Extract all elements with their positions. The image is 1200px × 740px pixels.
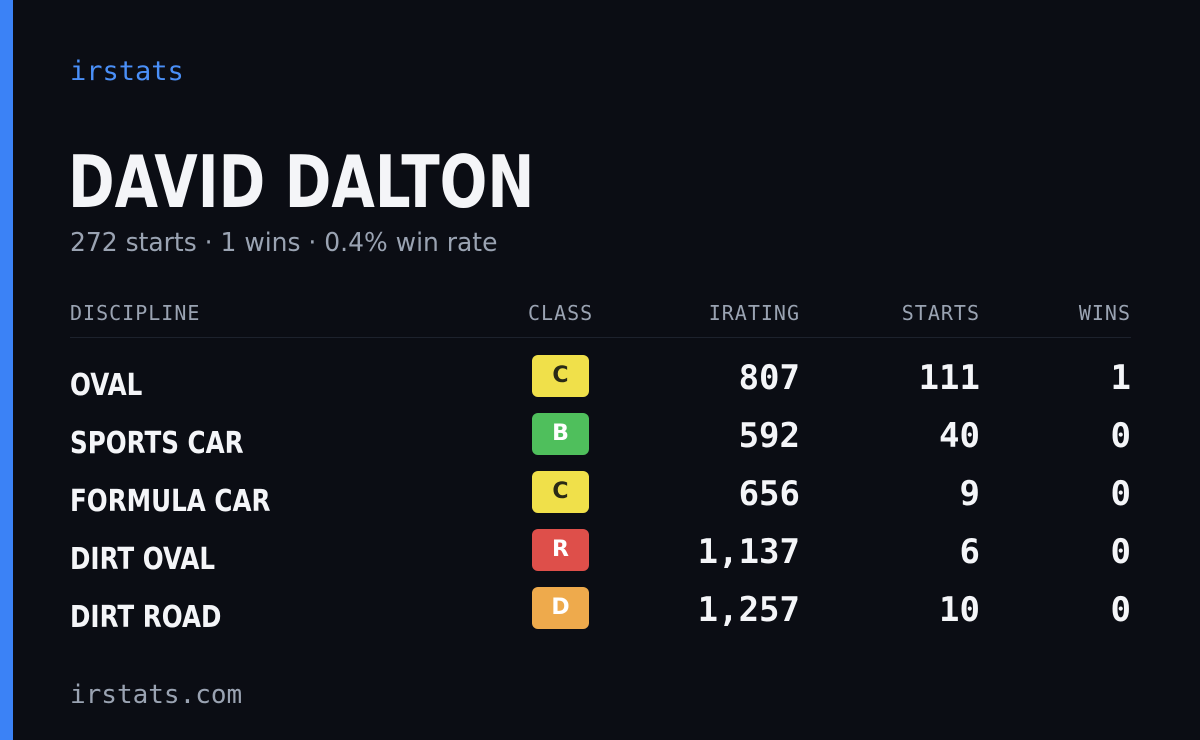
header-wins: WINS bbox=[1078, 301, 1131, 325]
class-badge: C bbox=[532, 355, 589, 397]
irating-value: 807 bbox=[738, 358, 800, 398]
wins-value: 0 bbox=[1110, 532, 1131, 572]
header-discipline: DISCIPLINE bbox=[70, 301, 201, 325]
stats-table: DISCIPLINE CLASS IRATING STARTS WINS OVA… bbox=[70, 297, 1131, 644]
accent-bar bbox=[0, 0, 13, 740]
wins-value: 0 bbox=[1110, 590, 1131, 630]
class-badge: R bbox=[532, 529, 589, 571]
table-row: DIRT OVAL R 1,137 6 0 bbox=[70, 528, 1131, 586]
player-summary: 272 starts · 1 wins · 0.4% win rate bbox=[70, 228, 498, 258]
table-row: SPORTS CAR B 592 40 0 bbox=[70, 412, 1131, 470]
starts-value: 111 bbox=[918, 358, 980, 398]
wins-value: 1 bbox=[1110, 358, 1131, 398]
irating-value: 592 bbox=[738, 416, 800, 456]
table-row: OVAL C 807 111 1 bbox=[70, 354, 1131, 412]
discipline-name: FORMULA CAR bbox=[70, 484, 271, 519]
wins-value: 0 bbox=[1110, 416, 1131, 456]
player-name: DAVID DALTON bbox=[68, 140, 535, 224]
header-class: CLASS bbox=[528, 301, 594, 325]
header-irating: IRATING bbox=[708, 301, 800, 325]
starts-value: 9 bbox=[959, 474, 980, 514]
table-header: DISCIPLINE CLASS IRATING STARTS WINS bbox=[70, 297, 1131, 338]
starts-value: 10 bbox=[939, 590, 980, 630]
footer-url: irstats.com bbox=[70, 680, 243, 710]
discipline-name: OVAL bbox=[70, 368, 143, 403]
discipline-name: DIRT OVAL bbox=[70, 542, 216, 577]
table-body: OVAL C 807 111 1 SPORTS CAR B 592 40 0 F… bbox=[70, 354, 1131, 644]
irating-value: 656 bbox=[738, 474, 800, 514]
irating-value: 1,137 bbox=[697, 532, 800, 572]
discipline-name: DIRT ROAD bbox=[70, 600, 222, 635]
brand-logo-text: irstats bbox=[70, 56, 184, 87]
wins-value: 0 bbox=[1110, 474, 1131, 514]
class-badge: C bbox=[532, 471, 589, 513]
irating-value: 1,257 bbox=[697, 590, 800, 630]
class-badge: D bbox=[532, 587, 589, 629]
table-row: FORMULA CAR C 656 9 0 bbox=[70, 470, 1131, 528]
table-row: DIRT ROAD D 1,257 10 0 bbox=[70, 586, 1131, 644]
starts-value: 6 bbox=[959, 532, 980, 572]
class-badge: B bbox=[532, 413, 589, 455]
starts-value: 40 bbox=[939, 416, 980, 456]
header-starts: STARTS bbox=[901, 301, 980, 325]
discipline-name: SPORTS CAR bbox=[70, 426, 244, 461]
